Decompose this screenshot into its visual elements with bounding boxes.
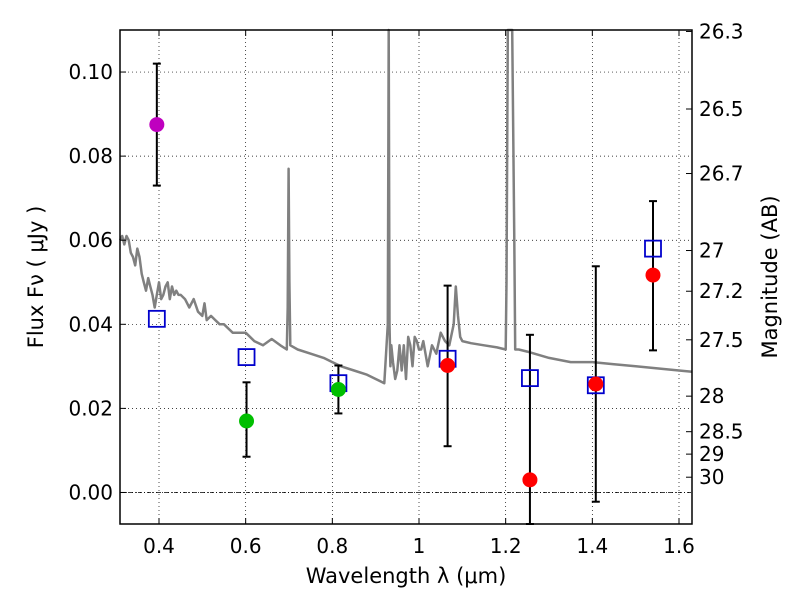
mag-tick-label: 27 bbox=[699, 239, 724, 263]
mag-tick-label: 26.3 bbox=[699, 19, 744, 43]
y-tick-label: 0.00 bbox=[68, 480, 113, 504]
tick-labels: 0.4 0.6 0.8 1 1.2 1.4 1.6 0.00 0.02 0.04 0.06 0.08 0… bbox=[68, 19, 743, 558]
observed-point bbox=[522, 472, 538, 488]
axis-ticks bbox=[120, 30, 692, 524]
x-tick-label: 0.6 bbox=[230, 534, 262, 558]
mag-tick-label: 30 bbox=[699, 465, 724, 489]
y-tick-label: 0.08 bbox=[68, 144, 113, 168]
y-tick-label: 0.10 bbox=[68, 60, 113, 84]
y-tick-label: 0.04 bbox=[68, 312, 113, 336]
template-square bbox=[644, 239, 662, 258]
observed-point bbox=[149, 117, 165, 133]
x-tick-label: 1.6 bbox=[663, 534, 695, 558]
x-tick-label: 1.2 bbox=[490, 534, 522, 558]
mag-tick-label: 26.5 bbox=[699, 97, 744, 121]
y2-axis-label: Magnitude (AB) bbox=[758, 195, 782, 358]
plot-frame bbox=[119, 29, 693, 525]
spectrum-line bbox=[118, 28, 693, 385]
y-tick-label: 0.02 bbox=[68, 396, 113, 420]
y-axis-label: Flux Fν ( μJy ) bbox=[24, 206, 48, 349]
x-tick-label: 1.4 bbox=[576, 534, 608, 558]
template-square bbox=[521, 369, 539, 388]
template-square bbox=[237, 348, 256, 366]
observed-point bbox=[588, 376, 604, 392]
x-tick-label: 1 bbox=[413, 534, 426, 558]
mag-tick-label: 29 bbox=[699, 442, 724, 466]
mag-tick-label: 28.5 bbox=[699, 420, 744, 444]
observed-point bbox=[645, 267, 661, 283]
x-tick-label: 0.4 bbox=[143, 534, 175, 558]
mag-tick-label: 27.5 bbox=[699, 328, 744, 352]
plot-background bbox=[120, 30, 692, 524]
observed-point bbox=[330, 381, 346, 397]
mag-tick-label: 27.2 bbox=[699, 279, 744, 303]
mag-tick-label: 26.7 bbox=[699, 162, 744, 186]
observed-point bbox=[440, 357, 456, 373]
observed-point bbox=[239, 413, 255, 429]
y-tick-label: 0.06 bbox=[68, 228, 113, 252]
x-axis-label: Wavelength λ (μm) bbox=[306, 564, 507, 588]
template-square bbox=[147, 309, 166, 328]
x-tick-label: 0.8 bbox=[316, 534, 348, 558]
mag-tick-label: 28 bbox=[699, 384, 724, 408]
model-spectrum bbox=[118, 28, 693, 385]
data-markers bbox=[147, 62, 662, 525]
